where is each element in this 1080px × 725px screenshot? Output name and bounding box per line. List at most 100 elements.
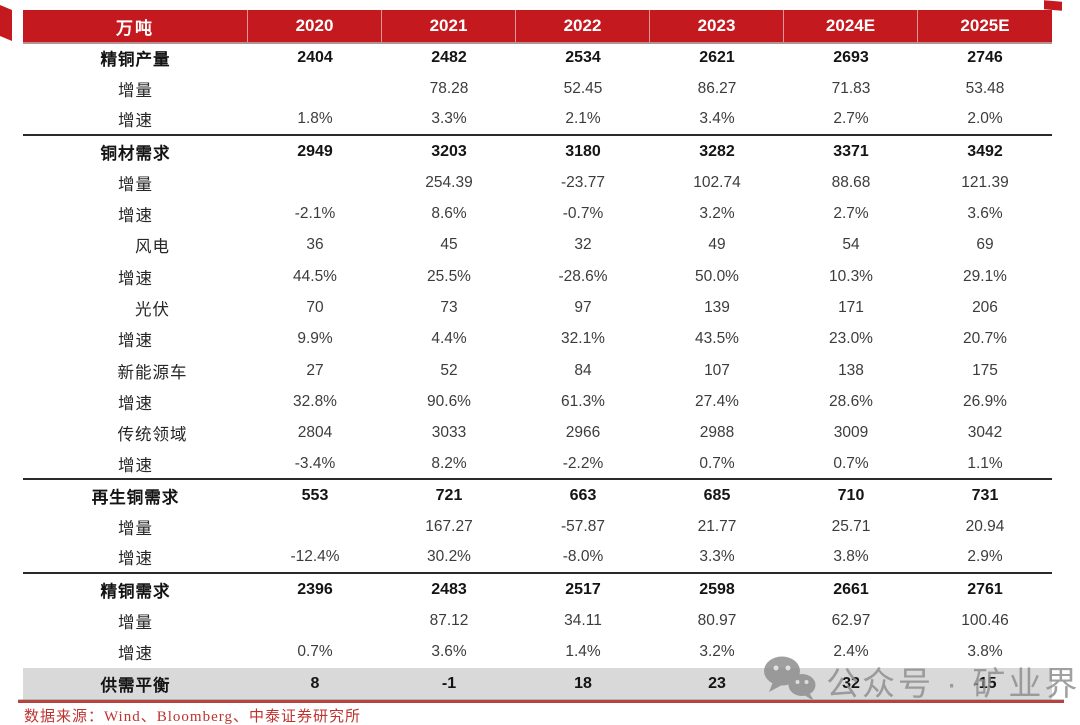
value-cell: 9.9% [297,330,333,348]
value-cell: 25.71 [831,518,871,536]
value-cell: -2.1% [294,205,336,223]
row-label: 精铜产量 [100,49,171,69]
value-cell: 2988 [699,424,735,442]
value-cell: 3.3% [699,548,735,566]
value-cell: 102.74 [693,173,741,191]
value-cell: 10.3% [829,267,873,285]
row-label: 增速 [118,644,153,664]
value-cell: -3.4% [294,454,336,472]
table-row: 传统领域 2804 3033 2966 2988 3009 3042 [23,418,1052,449]
value-cell: 121.39 [961,173,1009,191]
table-row: 光伏 70 73 97 139 171 206 [23,292,1052,323]
column-header: 2021 [382,10,516,42]
column-header: 2020 [248,10,382,42]
value-cell: -2.2% [562,454,604,472]
value-cell: 80.97 [697,611,737,629]
value-cell: 2761 [967,580,1003,598]
row-label: 新能源车 [117,362,188,382]
column-header: 万吨 [23,10,248,42]
value-cell: 32.1% [561,330,605,348]
value-cell: 206 [972,299,998,317]
value-cell: 25.5% [427,267,471,285]
value-cell: 71.83 [831,79,871,97]
column-header: 2022 [516,10,650,42]
row-label: 精铜需求 [100,581,171,601]
table-row: 增速 44.5% 25.5% -28.6% 50.0% 10.3% 29.1% [23,261,1052,292]
value-cell: 2.4% [833,643,869,661]
row-label: 增速 [118,455,153,475]
value-cell: 2949 [297,142,333,160]
value-cell: 44.5% [293,267,337,285]
table-row: 铜材需求 2949 3203 3180 3282 3371 3492 [23,136,1052,167]
value-cell: 30.2% [427,548,471,566]
value-cell: -8.0% [562,548,604,566]
value-cell: 32.8% [293,392,337,410]
table-row: 风电 36 45 32 49 54 69 [23,230,1052,261]
value-cell: 2482 [431,48,467,66]
value-cell: 23 [708,674,726,692]
value-cell: -1 [441,674,457,692]
column-header: 2023 [650,10,784,42]
value-cell: 97 [574,299,592,317]
value-cell: 88.68 [831,173,871,191]
row-label: 增速 [118,111,153,131]
table-row: 再生铜需求 553 721 663 685 710 731 [23,480,1052,511]
value-cell: 3.3% [431,110,467,128]
value-cell: 21.77 [697,518,737,536]
value-cell: 32 [842,674,860,692]
value-cell: 3.2% [699,205,735,223]
value-cell: 73 [440,299,458,317]
value-cell: 553 [301,486,329,504]
table-row: 精铜产量 2404 2482 2534 2621 2693 2746 [23,42,1052,73]
value-cell: 3492 [967,142,1003,160]
value-cell: 2804 [297,424,333,442]
table-row: 增速 1.8% 3.3% 2.1% 3.4% 2.7% 2.0% [23,105,1052,136]
value-cell: 87.12 [429,611,469,629]
value-cell: 731 [971,486,999,504]
table-row: 增速 32.8% 90.6% 61.3% 27.4% 28.6% 26.9% [23,386,1052,417]
row-label: 传统领域 [117,425,188,445]
value-cell: 32 [574,236,592,254]
top-edge-artifact-left [0,5,12,41]
value-cell: 3.6% [967,205,1003,223]
value-cell: 61.3% [561,392,605,410]
value-cell: 86.27 [697,79,737,97]
row-label: 增量 [118,612,153,632]
value-cell: 3009 [833,424,869,442]
row-label: 光伏 [135,300,170,320]
value-cell: 175 [972,361,998,379]
value-cell: 1.1% [967,454,1003,472]
value-cell: 3.2% [699,643,735,661]
value-cell: 84 [574,361,592,379]
value-cell: 2621 [699,48,735,66]
row-label: 供需平衡 [100,675,171,695]
value-cell: 52.45 [563,79,603,97]
table-row: 增量 167.27 -57.87 21.77 25.71 20.94 [23,511,1052,542]
value-cell: 721 [435,486,463,504]
value-cell: 710 [837,486,865,504]
value-cell: 29.1% [963,267,1007,285]
value-cell: 2598 [699,580,735,598]
value-cell: 23.0% [829,330,873,348]
value-cell: 8 [310,674,320,692]
value-cell: 20.7% [963,330,1007,348]
column-header: 2024E [784,10,918,42]
value-cell: 2.1% [565,110,601,128]
table-row: 新能源车 27 52 84 107 138 175 [23,355,1052,386]
value-cell: 3.8% [967,643,1003,661]
value-cell: 43.5% [695,330,739,348]
value-cell: 52 [440,361,458,379]
value-cell: 0.7% [297,643,333,661]
value-cell: 69 [976,236,994,254]
value-cell: 8.6% [431,205,467,223]
value-cell: 78.28 [429,79,469,97]
value-cell: 685 [703,486,731,504]
value-cell: 2.7% [833,205,869,223]
value-cell: 49 [708,236,726,254]
table-row: 供需平衡 8 -1 18 23 32 -15 [23,667,1052,700]
value-cell: 2517 [565,580,601,598]
value-cell: 70 [306,299,324,317]
value-cell: 254.39 [425,173,473,191]
value-cell: 36 [306,236,324,254]
row-label: 铜材需求 [100,143,171,163]
